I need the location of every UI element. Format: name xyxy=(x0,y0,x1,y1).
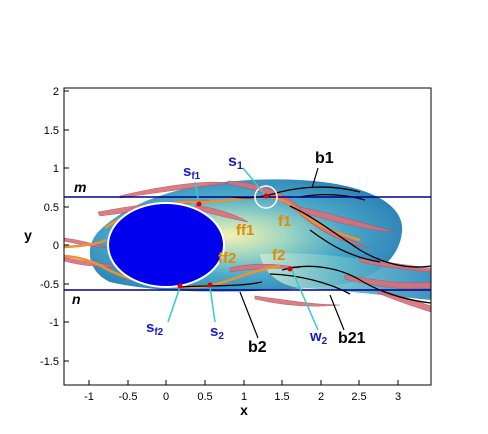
x-axis: -1 -0.5 0 0.5 1 1.5 2 2.5 3 x xyxy=(84,380,401,418)
black-streamlines xyxy=(179,186,431,304)
leader-lines xyxy=(167,167,319,331)
label-w2: w2 xyxy=(309,328,328,347)
y-tick-label: 0.5 xyxy=(44,202,59,214)
label-s2: s2 xyxy=(210,323,224,342)
x-tick-label: 1.5 xyxy=(274,391,289,403)
x-tick-label: -1 xyxy=(84,391,94,403)
label-f1: f1 xyxy=(278,213,291,230)
y-tick-label: -0.5 xyxy=(40,279,59,291)
label-s1: s1 xyxy=(228,153,243,172)
label-b2: b2 xyxy=(248,339,267,356)
label-b1: b1 xyxy=(315,150,334,167)
y-tick-label: 1 xyxy=(53,163,59,175)
x-tick-label: 1 xyxy=(241,391,247,403)
x-tick-label: 0.5 xyxy=(197,391,212,403)
label-sf2: sf2 xyxy=(146,319,164,338)
y-tick-label: -1 xyxy=(49,317,59,329)
y-tick-label: -1.5 xyxy=(40,356,59,368)
x-tick-label: -0.5 xyxy=(119,391,138,403)
y-axis: 2 1.5 1 0.5 0 -0.5 -1 -1.5 y xyxy=(24,86,69,368)
y-tick-label: 1.5 xyxy=(44,125,59,137)
x-tick-label: 2 xyxy=(318,391,324,403)
s1-highlight-circle xyxy=(254,185,278,209)
label-f2: f2 xyxy=(272,247,285,264)
line-m-label: m xyxy=(74,179,86,195)
y-tick-label: 0 xyxy=(53,240,59,252)
plot-frame xyxy=(63,87,432,386)
x-axis-title: x xyxy=(240,402,248,418)
line-n-label: n xyxy=(72,291,81,307)
label-ff1: ff1 xyxy=(236,222,254,239)
label-b21: b21 xyxy=(338,330,366,347)
label-ff2: ff2 xyxy=(218,250,236,267)
y-axis-title: y xyxy=(24,227,32,243)
x-tick-label: 2.5 xyxy=(351,391,366,403)
x-tick-label: 0 xyxy=(163,391,169,403)
x-tick-label: 3 xyxy=(395,391,401,403)
cylinder xyxy=(107,202,225,288)
red-markers xyxy=(177,193,293,289)
black-leaders xyxy=(239,167,345,339)
label-sf1: sf1 xyxy=(183,163,201,182)
y-tick-label: 2 xyxy=(53,86,59,98)
